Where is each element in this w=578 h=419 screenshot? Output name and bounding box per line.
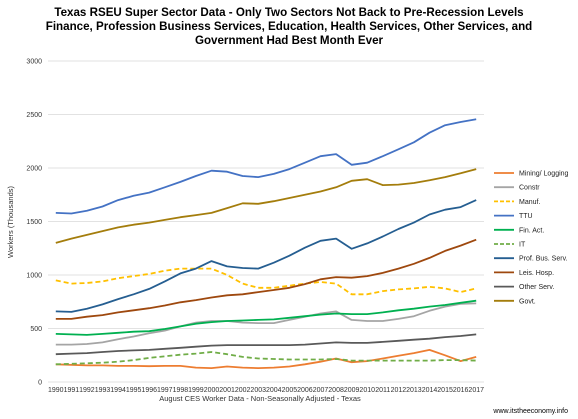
x-tick-label: 2014 [422,387,438,394]
x-tick-label: 1992 [79,387,95,394]
series-line-8 [55,238,477,320]
y-tick-label: 3000 [26,59,42,66]
x-tick-label: 1993 [95,387,111,394]
data-series [55,118,477,370]
x-tick-label: 1998 [173,387,189,394]
legend-label: Fin. Act. [519,227,544,234]
gridlines [48,60,484,383]
x-tick-label: 2012 [391,387,407,394]
x-tick-label: 2008 [328,387,344,394]
series-line-3 [55,267,477,296]
y-tick-label: 0 [38,380,42,387]
x-tick-label: 2000 [204,387,220,394]
x-tick-label: 2016 [453,387,469,394]
x-tick-label: 2009 [344,387,360,394]
y-axis-title: Workers (Thousands) [6,186,15,258]
y-axis-ticks: 0 500 1000 1500 2000 2500 3000 [26,59,42,387]
x-tick-label: 1999 [188,387,204,394]
y-tick-label: 500 [30,326,42,333]
x-tick-label: 2002 [235,387,251,394]
chart-title-line-3: Government Had Best Month Ever [195,34,384,47]
series-line-10 [55,168,477,244]
y-tick-label: 1500 [26,219,42,226]
series-line-2 [55,302,477,346]
x-tick-label: 2001 [219,387,235,394]
x-axis-title: August CES Worker Data - Non-Seasonally … [159,394,361,403]
y-tick-label: 2500 [26,112,42,119]
x-tick-label: 1990 [48,387,64,394]
series-line-9 [55,333,477,356]
x-tick-label: 2003 [250,387,266,394]
x-tick-label: 1994 [110,387,126,394]
legend-label: Mining/ Logging [519,171,569,178]
legend-label: IT [519,242,526,249]
x-tick-label: 2015 [437,387,453,394]
y-tick-label: 2000 [26,166,42,173]
chart-title-line-1: Texas RSEU Super Sector Data - Only Two … [54,6,523,19]
legend-label: Leis. Hosp. [519,270,554,277]
legend-label: TTU [519,213,533,220]
source-label: www.itstheeconomy.info [492,408,568,415]
series-line-7 [55,199,477,313]
legend-label: Prof. Bus. Serv. [519,256,568,263]
x-tick-label: 1997 [157,387,173,394]
x-tick-label: 1991 [64,387,80,394]
y-tick-label: 1000 [26,273,42,280]
series-line-4 [55,118,477,215]
x-axis-ticks: 1990 1991 1992 1993 1994 1995 1996 1997 1998 1999… [48,387,484,394]
x-tick-label: 1996 [141,387,157,394]
legend-label: Other Serv. [519,284,554,291]
series-line-5 [55,299,477,336]
x-tick-label: 2005 [282,387,298,394]
series-line-6 [55,351,477,366]
legend-label: Manuf. [519,199,540,206]
legend-label: Constr [519,185,540,192]
chart-title-line-2: Finance, Profession Business Services, E… [46,20,533,33]
legend: Mining/ Logging Constr Manuf. TTU Fin. Act. I… [494,171,569,305]
x-tick-label: 2004 [266,387,282,394]
series-line-1 [55,348,477,370]
x-tick-label: 2007 [313,387,329,394]
x-tick-label: 2017 [468,387,484,394]
x-tick-label: 1995 [126,387,142,394]
x-tick-label: 2013 [406,387,422,394]
chart-title: Texas RSEU Super Sector Data - Only Two … [46,6,533,47]
legend-label: Govt. [519,298,536,305]
x-tick-label: 2010 [359,387,375,394]
x-tick-label: 2011 [375,387,390,394]
x-tick-label: 2006 [297,387,313,394]
